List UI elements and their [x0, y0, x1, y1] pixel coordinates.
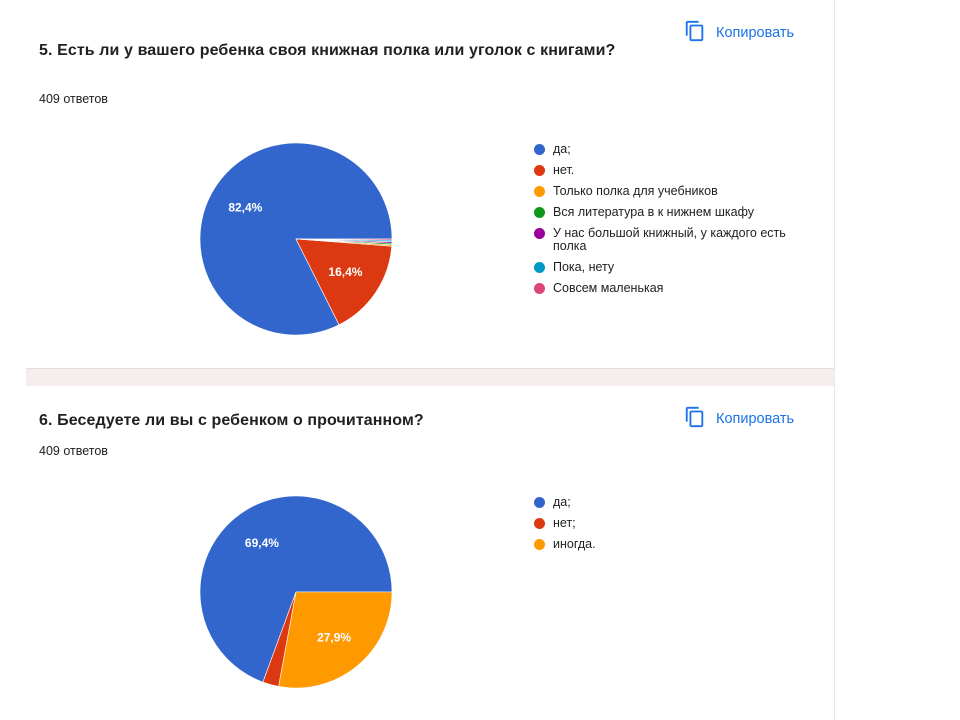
legend-item[interactable]: Только полка для учебников [534, 185, 794, 198]
legend-label: да; [553, 495, 571, 509]
legend-label: нет; [553, 516, 576, 530]
legend-item[interactable]: Совсем маленькая [534, 282, 794, 295]
legend-item[interactable]: да; [534, 143, 794, 156]
legend-swatch [534, 539, 545, 550]
legend-item[interactable]: Пока, нету [534, 261, 794, 274]
card-separator [26, 368, 834, 387]
legend-label: да; [553, 142, 571, 156]
legend-swatch [534, 497, 545, 508]
legend-item[interactable]: нет; [534, 517, 794, 530]
response-count: 409 ответов [39, 92, 108, 106]
slice-data-label: 27,9% [317, 631, 351, 645]
copy-chart-button[interactable]: Копировать [684, 20, 794, 46]
legend-item[interactable]: У нас большой книжный, у каждого есть по… [534, 227, 794, 253]
legend-label: нет. [553, 163, 575, 177]
question-card-5: 5. Есть ли у вашего ребенка своя книжная… [26, 0, 834, 368]
chart-legend: да; нет; иногда. [534, 496, 794, 559]
legend-label: Только полка для учебников [553, 184, 718, 198]
pie-slice-да[interactable] [199, 495, 393, 683]
legend-label: Вся литература в к нижнем шкафу [553, 205, 754, 219]
legend-swatch [534, 228, 545, 239]
card-edge [834, 0, 835, 720]
copy-icon [684, 406, 706, 432]
question-title: 5. Есть ли у вашего ребенка своя книжная… [39, 42, 616, 59]
pie-slice-совсем-маленькая[interactable] [295, 238, 393, 241]
legend-swatch [534, 186, 545, 197]
question-card-6: 6. Беседуете ли вы с ребенком о прочитан… [26, 386, 834, 720]
legend-label: Пока, нету [553, 260, 615, 274]
legend-swatch [534, 518, 545, 529]
copy-chart-button[interactable]: Копировать [684, 406, 794, 432]
legend-swatch [534, 262, 545, 273]
legend-swatch [534, 144, 545, 155]
legend-item[interactable]: Вся литература в к нижнем шкафу [534, 206, 794, 219]
legend-item[interactable]: иногда. [534, 538, 794, 551]
slice-data-label: 16,4% [328, 265, 362, 279]
legend-label: Совсем маленькая [553, 281, 664, 295]
chart-legend: да; нет. Только полка для учебников Вся лит… [534, 143, 794, 303]
response-count: 409 ответов [39, 444, 108, 458]
legend-label: У нас большой книжный, у каждого есть по… [553, 226, 786, 253]
pie-slice-нет[interactable] [295, 238, 393, 326]
pie-chart-q6: 69,4% 27,9% [199, 495, 393, 689]
slice-data-label: 69,4% [245, 536, 279, 550]
legend-swatch [534, 283, 545, 294]
copy-label: Копировать [716, 411, 795, 427]
legend-swatch [534, 207, 545, 218]
copy-label: Копировать [716, 25, 795, 41]
pie-slice-иногда[interactable] [278, 591, 393, 689]
slice-data-label: 82,4% [228, 201, 262, 215]
question-title: 6. Беседуете ли вы с ребенком о прочитан… [39, 412, 424, 429]
pie-chart-q5: 82,4% 16,4% [199, 142, 393, 336]
legend-label: иногда. [553, 537, 596, 551]
legend-item[interactable]: да; [534, 496, 794, 509]
legend-swatch [534, 165, 545, 176]
copy-icon [684, 20, 706, 46]
legend-item[interactable]: нет. [534, 164, 794, 177]
